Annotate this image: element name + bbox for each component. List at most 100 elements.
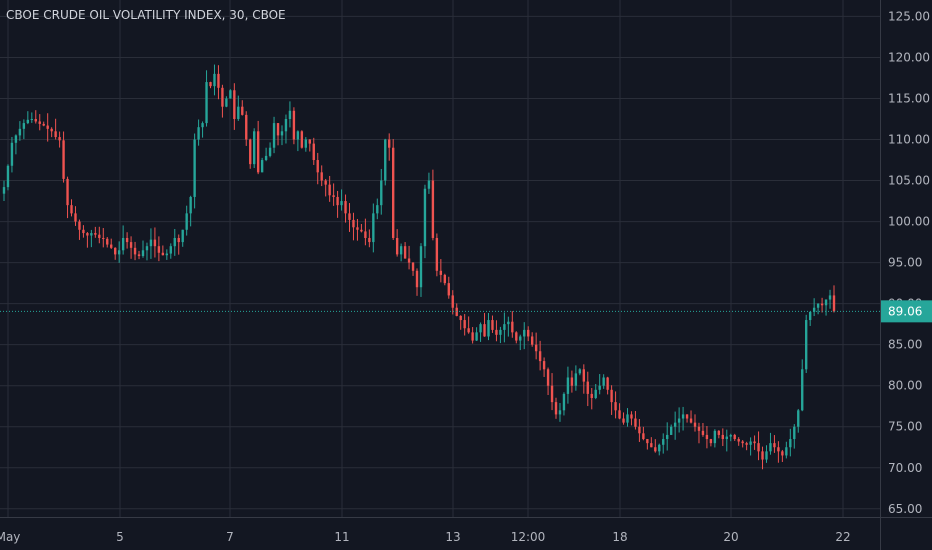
candle[interactable] <box>689 410 693 424</box>
candle[interactable] <box>681 406 685 431</box>
candle[interactable] <box>538 340 542 371</box>
candle[interactable] <box>566 366 570 404</box>
candle[interactable] <box>411 262 415 276</box>
candle[interactable] <box>229 89 232 99</box>
candle[interactable] <box>820 297 824 313</box>
candle[interactable] <box>737 437 740 446</box>
candle[interactable] <box>149 228 153 259</box>
candle[interactable] <box>797 408 800 433</box>
candle[interactable] <box>729 433 732 442</box>
candle[interactable] <box>316 152 319 185</box>
candle[interactable] <box>662 433 665 454</box>
candle[interactable] <box>98 226 101 244</box>
candle[interactable] <box>276 122 280 146</box>
candle[interactable] <box>403 242 407 259</box>
candle[interactable] <box>761 446 764 470</box>
candle[interactable] <box>805 314 808 374</box>
candle[interactable] <box>58 131 61 148</box>
candle[interactable] <box>705 425 709 449</box>
candle[interactable] <box>546 367 550 396</box>
candle[interactable] <box>443 273 447 286</box>
candle[interactable] <box>491 315 494 333</box>
candle[interactable] <box>451 290 454 315</box>
candle[interactable] <box>697 422 701 444</box>
candle[interactable] <box>368 229 371 248</box>
candle[interactable] <box>459 315 462 330</box>
candle[interactable] <box>320 165 323 187</box>
candle[interactable] <box>388 133 391 161</box>
candle[interactable] <box>721 428 724 447</box>
candle[interactable] <box>666 422 669 451</box>
candle[interactable] <box>570 370 574 393</box>
candle[interactable] <box>110 238 113 250</box>
candle[interactable] <box>384 138 387 186</box>
candle[interactable] <box>356 218 359 241</box>
candle[interactable] <box>288 101 292 128</box>
candle[interactable] <box>558 403 562 422</box>
candle[interactable] <box>280 125 284 146</box>
candle[interactable] <box>769 432 772 455</box>
candle[interactable] <box>380 168 383 215</box>
candle[interactable] <box>669 424 673 435</box>
time-axis[interactable]: May 5 7 11 13 12:00 18 20 22 <box>0 530 851 544</box>
candle[interactable] <box>340 189 343 211</box>
candle[interactable] <box>808 311 812 326</box>
candle[interactable] <box>125 232 129 249</box>
candle[interactable] <box>773 435 776 453</box>
candle[interactable] <box>507 316 510 337</box>
candle[interactable] <box>793 424 796 449</box>
candle[interactable] <box>781 449 784 462</box>
candle[interactable] <box>30 112 33 123</box>
candle[interactable] <box>173 228 176 256</box>
candle[interactable] <box>344 194 347 223</box>
candle[interactable] <box>129 236 133 259</box>
candle[interactable] <box>221 84 224 118</box>
candle[interactable] <box>650 437 653 448</box>
candle[interactable] <box>114 247 117 260</box>
price-axis[interactable]: 65.0070.0075.0080.0085.0090.0095.00100.0… <box>888 9 930 515</box>
candle[interactable] <box>18 121 22 141</box>
candle[interactable] <box>6 164 10 191</box>
candle[interactable] <box>133 241 137 261</box>
candle[interactable] <box>256 120 260 175</box>
candle[interactable] <box>145 242 149 261</box>
candle[interactable] <box>530 332 534 347</box>
candle[interactable] <box>423 184 427 259</box>
candle[interactable] <box>511 311 514 338</box>
candle[interactable] <box>749 437 752 456</box>
candle[interactable] <box>606 376 609 395</box>
candle[interactable] <box>233 83 236 130</box>
candle[interactable] <box>272 116 276 154</box>
candle[interactable] <box>34 110 37 124</box>
candle[interactable] <box>638 419 641 442</box>
candle[interactable] <box>717 430 721 439</box>
candle[interactable] <box>157 236 161 262</box>
candle[interactable] <box>360 223 363 233</box>
candle[interactable] <box>578 368 582 376</box>
candle[interactable] <box>86 232 89 248</box>
candle[interactable] <box>14 134 18 155</box>
candle[interactable] <box>264 147 268 162</box>
candle[interactable] <box>646 439 649 450</box>
candle[interactable] <box>54 118 57 140</box>
candle[interactable] <box>50 127 53 138</box>
candle[interactable] <box>304 137 308 152</box>
candle[interactable] <box>439 259 443 283</box>
candle[interactable] <box>2 180 6 202</box>
candle[interactable] <box>677 407 681 433</box>
candle[interactable] <box>630 411 633 426</box>
candle[interactable] <box>523 322 526 350</box>
candle[interactable] <box>324 178 327 197</box>
candle[interactable] <box>503 312 506 343</box>
candle[interactable] <box>602 374 605 389</box>
candle[interactable] <box>376 198 379 220</box>
candle[interactable] <box>427 172 431 194</box>
candle[interactable] <box>312 137 315 165</box>
candle[interactable] <box>213 64 216 96</box>
candle[interactable] <box>419 243 423 297</box>
candle[interactable] <box>165 249 169 260</box>
candle[interactable] <box>253 128 256 169</box>
candle[interactable] <box>241 100 244 116</box>
candle[interactable] <box>181 229 184 247</box>
